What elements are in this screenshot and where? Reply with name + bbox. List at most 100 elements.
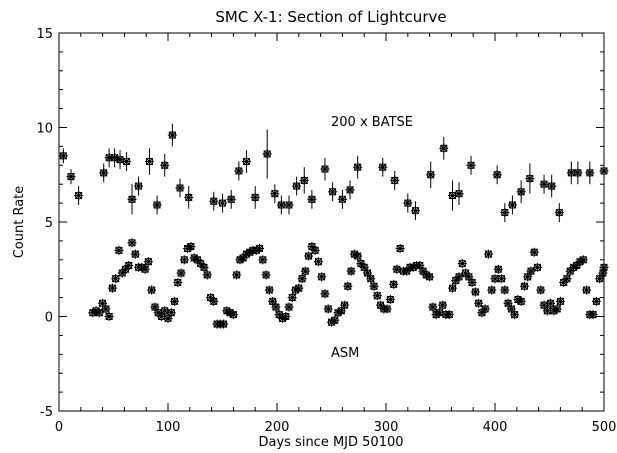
data-point: [454, 189, 464, 199]
data-point: [111, 274, 121, 284]
data-point: [385, 294, 395, 304]
data-point: [270, 189, 280, 199]
data-point: [124, 260, 134, 270]
data-point: [353, 251, 363, 261]
y-axis-title: Count Rate: [12, 186, 27, 259]
data-point: [493, 264, 503, 274]
data-point: [382, 304, 392, 314]
data-point: [343, 281, 353, 291]
data-point: [525, 174, 535, 184]
data-point: [66, 172, 76, 182]
data-point: [330, 315, 340, 325]
data-point: [258, 255, 268, 265]
data-point: [167, 130, 177, 140]
data-point: [392, 264, 402, 274]
data-point: [366, 274, 376, 284]
data-point: [292, 181, 302, 191]
data-point: [74, 191, 84, 201]
x-tick-label: 200: [265, 420, 290, 435]
data-point: [300, 266, 310, 276]
data-point: [299, 175, 309, 185]
data-point: [313, 257, 323, 267]
data-point: [492, 170, 502, 180]
data-point: [170, 296, 180, 306]
data-point: [58, 151, 68, 161]
data-point: [426, 170, 436, 180]
data-point: [107, 283, 117, 293]
data-point: [287, 293, 297, 303]
data-point: [186, 242, 196, 252]
data-point: [457, 259, 467, 269]
data-point: [122, 157, 132, 167]
data-point: [480, 304, 490, 314]
data-point: [234, 166, 244, 176]
data-point: [114, 245, 124, 255]
data-point: [529, 247, 539, 257]
data-point: [232, 270, 242, 280]
data-point: [438, 300, 448, 310]
data-point: [140, 264, 150, 274]
data-point: [356, 259, 366, 269]
data-point: [552, 304, 562, 314]
data-point: [582, 285, 592, 295]
data-point: [428, 302, 438, 312]
data-point: [284, 200, 294, 210]
data-point: [410, 206, 420, 216]
data-point: [160, 160, 170, 170]
y-tick-label: 10: [36, 122, 53, 137]
data-point: [199, 262, 209, 272]
data-point: [130, 249, 140, 259]
data-point: [403, 198, 413, 208]
data-point: [127, 238, 137, 248]
data-point: [588, 310, 598, 320]
data-point: [320, 289, 330, 299]
data-point: [439, 143, 449, 153]
data-point: [304, 251, 314, 261]
data-point: [175, 183, 185, 193]
data-point: [328, 187, 338, 197]
chart-title: SMC X-1: Section of Lightcurve: [215, 8, 446, 26]
data-point: [599, 166, 609, 176]
data-point: [337, 194, 347, 204]
data-point: [562, 274, 572, 284]
data-point: [255, 243, 265, 253]
data-point: [591, 296, 601, 306]
data-point: [454, 272, 464, 282]
data-point: [250, 192, 260, 202]
data-point: [585, 168, 595, 178]
data-point: [101, 304, 111, 314]
data-point: [323, 304, 333, 314]
x-tick-label: 400: [483, 420, 508, 435]
data-point: [226, 194, 236, 204]
data-point: [219, 319, 229, 329]
data-point: [173, 277, 183, 287]
data-point: [218, 198, 227, 208]
data-point: [310, 245, 320, 255]
data-point: [573, 168, 583, 178]
data-point: [166, 308, 176, 318]
data-point: [547, 181, 557, 191]
data-point: [554, 208, 564, 218]
data-point: [466, 160, 476, 170]
data-point: [345, 185, 355, 195]
data-point: [516, 296, 526, 306]
y-tick-label: 0: [45, 311, 53, 326]
data-point: [281, 312, 291, 321]
data-point: [500, 285, 510, 295]
data-point: [500, 208, 510, 218]
data-point: [378, 162, 388, 172]
data-point: [127, 194, 137, 204]
data-point: [340, 300, 350, 310]
data-point: [507, 200, 517, 210]
batse-annotation: 200 x BATSE: [331, 115, 413, 130]
y-tick-label: 15: [36, 27, 53, 42]
data-point: [425, 272, 435, 282]
data-point: [176, 268, 186, 278]
data-point: [144, 157, 154, 167]
data-point: [369, 281, 379, 291]
data-point: [470, 287, 480, 297]
data-point: [539, 179, 549, 189]
data-point: [483, 249, 493, 259]
